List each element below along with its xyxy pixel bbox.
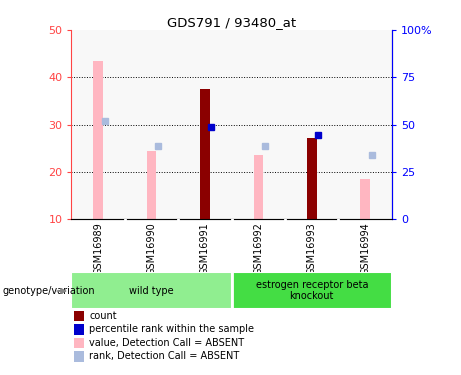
Text: GSM16989: GSM16989 [93, 222, 103, 275]
Bar [71, 272, 231, 309]
Text: GSM16992: GSM16992 [254, 222, 263, 275]
Text: percentile rank within the sample: percentile rank within the sample [89, 324, 254, 334]
Text: estrogen receptor beta
knockout: estrogen receptor beta knockout [255, 280, 368, 302]
Bar [231, 272, 392, 309]
Bar [254, 156, 263, 219]
Bar [361, 179, 370, 219]
Text: genotype/variation: genotype/variation [2, 286, 95, 296]
Bar [93, 61, 103, 219]
Text: GSM16993: GSM16993 [307, 222, 317, 275]
Title: GDS791 / 93480_at: GDS791 / 93480_at [167, 16, 296, 29]
Text: GSM16994: GSM16994 [360, 222, 370, 275]
Text: GSM16991: GSM16991 [200, 222, 210, 275]
Bar [307, 138, 317, 219]
Bar [200, 89, 210, 219]
Text: rank, Detection Call = ABSENT: rank, Detection Call = ABSENT [89, 351, 240, 361]
Text: value, Detection Call = ABSENT: value, Detection Call = ABSENT [89, 338, 244, 348]
Text: count: count [89, 311, 117, 321]
Text: GSM16990: GSM16990 [147, 222, 157, 275]
Bar [147, 151, 156, 219]
Text: wild type: wild type [129, 286, 174, 296]
